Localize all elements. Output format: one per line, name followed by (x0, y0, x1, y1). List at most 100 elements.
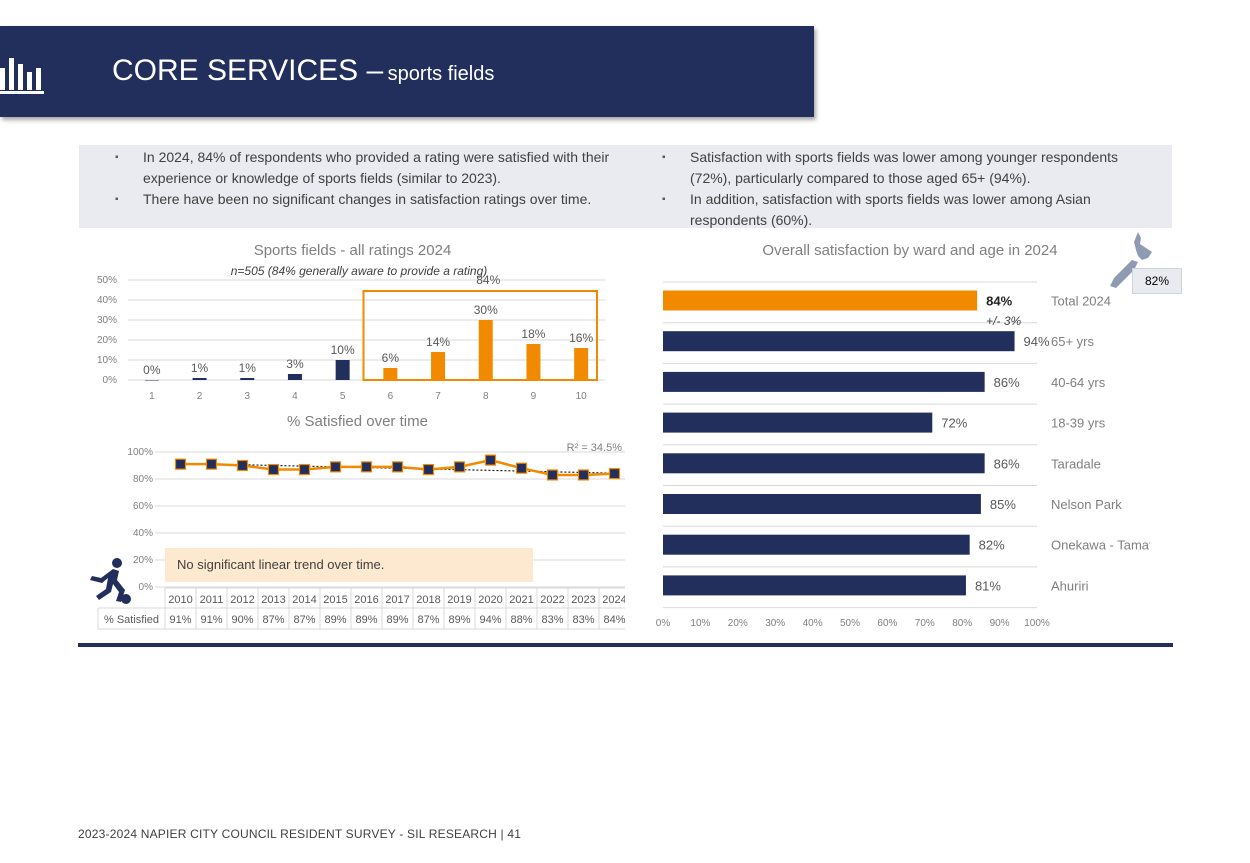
bar (663, 575, 966, 596)
table-value: 89% (386, 614, 408, 626)
ratings-chart-title: Sports fields - all ratings 2024 (253, 242, 452, 259)
bar (383, 368, 398, 380)
x-tick-label: 0% (656, 618, 671, 629)
x-tick-label: 1 (149, 391, 155, 402)
ratings-chart: 0% 10% 20% 30% 40% 50% 0% 1 1% 2 1% 3 3% 4 10% 5 6% 6 14% 7… (97, 273, 605, 402)
bar (287, 374, 302, 380)
data-point (329, 461, 342, 473)
ward-age-chart: 84% Total 2024 94% 65+ yrs 86% 40-64 yrs 72% 18… (656, 281, 1150, 629)
bar (144, 380, 159, 381)
table-value: 91% (169, 614, 191, 626)
category-label: 18-39 yrs (1051, 416, 1106, 431)
time-chart: 0% 20% 40% 60% 80% 100% R² = 34.5% % Satisfied 2… (97, 442, 625, 630)
summary-point: In 2024, 84% of respondents who provided… (115, 147, 635, 189)
category-label: Nelson Park (1051, 497, 1122, 512)
table-year-label: 2018 (416, 594, 440, 606)
table-year-label: 2015 (323, 594, 347, 606)
summary-right-list: Satisfaction with sports fields was lowe… (662, 147, 1162, 231)
data-point (453, 461, 466, 473)
table-value: 89% (324, 614, 346, 626)
x-tick-label: 7 (435, 391, 441, 402)
map-value-badge: 82% (1132, 268, 1182, 294)
x-tick-label: 8 (483, 391, 489, 402)
y-tick-label: 100% (127, 447, 153, 458)
table-year-label: 2019 (447, 594, 471, 606)
new-zealand-map-icon (1110, 232, 1152, 288)
soccer-player-icon (90, 558, 131, 604)
margin-of-error-label: +/- 3% (986, 314, 1021, 328)
data-point (205, 458, 218, 470)
data-label: 16% (569, 331, 593, 345)
data-point (515, 462, 528, 474)
x-tick-label: 100% (1024, 618, 1050, 629)
bar (663, 412, 933, 433)
table-year-label: 2016 (354, 594, 378, 606)
data-point (298, 463, 311, 476)
data-label: 72% (941, 416, 967, 431)
data-point (236, 459, 249, 472)
table-value: 89% (355, 614, 377, 626)
bar (663, 494, 981, 514)
category-label: Total 2024 (1051, 294, 1111, 309)
data-label: 82% (979, 538, 1005, 553)
table-year-label: 2013 (261, 594, 285, 606)
bar (526, 344, 541, 380)
summary-left-list: In 2024, 84% of respondents who provided… (115, 147, 635, 210)
y-tick-label: 10% (97, 355, 117, 366)
table-value: 83% (572, 614, 594, 626)
x-tick-label: 10% (690, 618, 710, 629)
table-year-label: 2021 (509, 594, 533, 606)
data-label: 0% (143, 363, 161, 377)
table-year-label: 2017 (385, 594, 409, 606)
category-label: 65+ yrs (1051, 334, 1094, 349)
data-label: 1% (239, 361, 257, 375)
x-tick-label: 70% (915, 618, 935, 629)
data-label: 10% (331, 343, 355, 357)
x-tick-label: 2 (197, 391, 203, 402)
y-tick-label: 0% (103, 375, 118, 386)
data-point (360, 461, 373, 473)
header-banner: CORE SERVICES – sports fields (0, 26, 814, 117)
bar (431, 352, 446, 380)
x-tick-label: 6 (388, 391, 394, 402)
data-label: 94% (1024, 334, 1050, 349)
table-year-label: 2014 (292, 594, 316, 606)
table-value: 83% (541, 614, 563, 626)
y-tick-label: 80% (133, 474, 153, 485)
data-label: 30% (474, 303, 498, 317)
table-value: 90% (231, 614, 253, 626)
data-point (422, 463, 435, 476)
bar (663, 290, 978, 311)
summary-panel: In 2024, 84% of respondents who provided… (79, 145, 1172, 228)
y-tick-label: 50% (97, 275, 117, 286)
table-year-label: 2012 (230, 594, 254, 606)
category-label: Onekawa - Tamatea (1051, 538, 1150, 553)
table-year-label: 2024 (602, 594, 625, 606)
x-tick-label: 50% (840, 618, 860, 629)
bottom-divider (78, 643, 1173, 647)
bar-chart-icon (0, 58, 44, 94)
data-point (174, 458, 187, 470)
data-point (546, 469, 559, 481)
bar (663, 453, 985, 474)
highlight-box (362, 290, 598, 381)
x-tick-label: 30% (765, 618, 785, 629)
data-point (577, 469, 590, 481)
bar (240, 378, 255, 380)
x-tick-label: 4 (292, 391, 298, 402)
table-value: 87% (417, 614, 439, 626)
data-label: 86% (994, 375, 1020, 390)
data-label: 3% (286, 357, 304, 371)
y-tick-label: 20% (133, 555, 153, 566)
bar (663, 371, 985, 392)
data-label: 86% (994, 456, 1020, 471)
bar (663, 534, 970, 555)
bar (663, 331, 1015, 352)
category-label: 40-64 yrs (1051, 375, 1106, 390)
y-tick-label: 20% (97, 335, 117, 346)
data-label: 1% (191, 361, 209, 375)
time-chart-title: % Satisfied over time (287, 413, 428, 430)
y-tick-label: 60% (133, 501, 153, 512)
bar (335, 360, 350, 380)
data-label: 81% (975, 578, 1001, 593)
